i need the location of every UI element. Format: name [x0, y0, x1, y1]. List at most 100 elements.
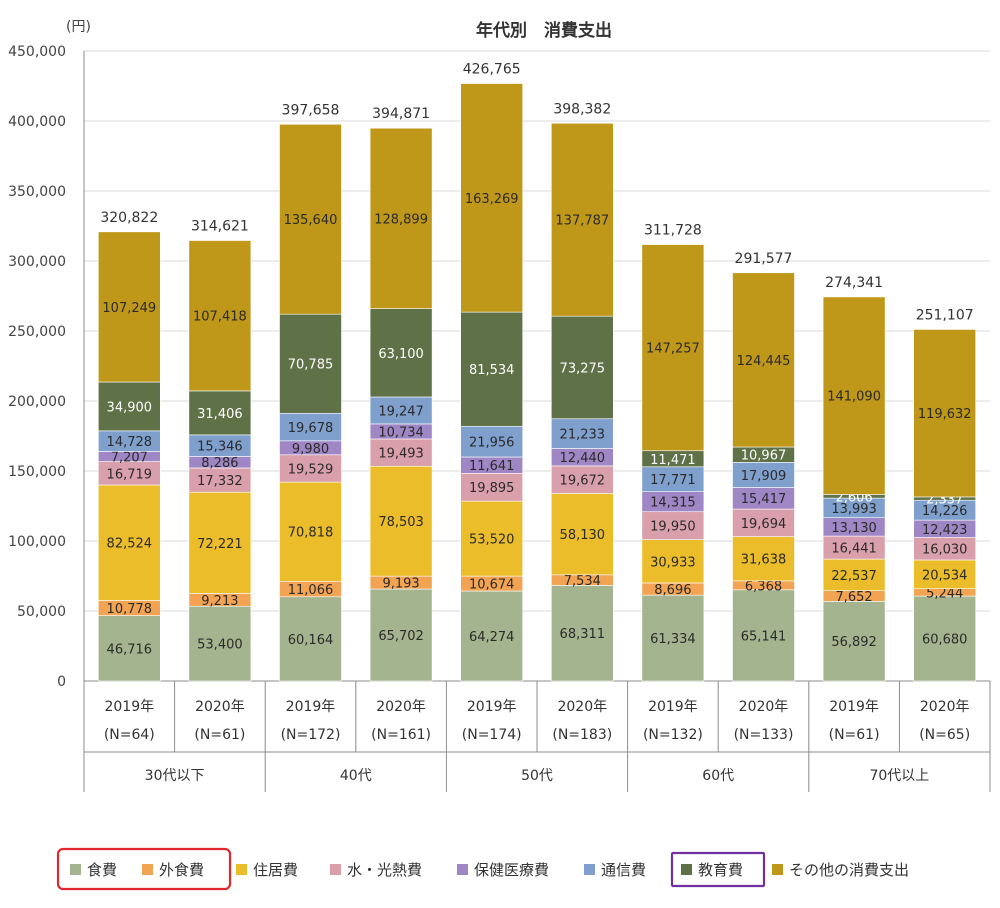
data-label: 13,993 — [831, 502, 877, 517]
data-label: 128,899 — [374, 212, 428, 227]
data-label: 135,640 — [284, 213, 338, 228]
y-tick-label: 200,000 — [8, 394, 66, 410]
bar-segment — [550, 465, 614, 494]
x-tick-label-n: (N=174) — [462, 727, 522, 743]
data-label: 65,702 — [378, 629, 424, 644]
data-label: 21,956 — [469, 436, 515, 451]
y-axis: 0 50,000 100,000 150,000 200,000 250,000 300,0… — [8, 44, 85, 690]
data-label: 82,524 — [107, 537, 153, 552]
data-label: 16,441 — [831, 542, 877, 557]
bar-segment — [732, 272, 795, 448]
bar-segment — [460, 311, 524, 427]
data-label: 17,771 — [650, 473, 696, 488]
total-label: 314,621 — [191, 219, 249, 235]
data-label: 64,274 — [469, 630, 515, 645]
data-label: 11,471 — [650, 453, 696, 468]
data-label: 22,537 — [831, 569, 877, 584]
x-group-label: 70代以上 — [869, 768, 929, 784]
data-label: 8,286 — [201, 456, 238, 471]
x-tick-label-year: 2019年 — [104, 699, 154, 715]
data-label: 19,694 — [741, 517, 787, 532]
x-tick-label-year: 2019年 — [286, 699, 336, 715]
legend-highlight-box — [56, 847, 232, 891]
data-label: 19,493 — [378, 447, 424, 462]
x-tick-label-year: 2020年 — [739, 699, 789, 715]
bar-segment — [732, 462, 795, 488]
data-label: 124,445 — [737, 354, 791, 369]
legend-swatch — [330, 864, 341, 875]
data-label: 17,909 — [741, 469, 787, 484]
legend-label: 教育費 — [698, 861, 743, 879]
data-label: 31,638 — [741, 553, 787, 568]
data-label: 5,244 — [926, 586, 963, 601]
bar-segment — [732, 536, 795, 582]
legend-swatch — [457, 864, 468, 875]
bar-segment — [369, 308, 433, 398]
bar-segment — [732, 508, 795, 537]
data-label: 16,030 — [922, 543, 968, 558]
data-label: 9,213 — [201, 594, 238, 609]
bar-segment — [98, 381, 161, 432]
x-tick-label-year: 2019年 — [467, 699, 517, 715]
y-tick-label: 300,000 — [8, 254, 66, 270]
bar-segment — [550, 585, 614, 682]
bar-segment — [913, 559, 977, 590]
x-tick-label-n: (N=64) — [104, 727, 155, 743]
total-label: 397,658 — [282, 102, 340, 118]
data-label: 17,332 — [197, 474, 243, 489]
total-label: 398,382 — [553, 101, 611, 117]
x-tick-label-n: (N=61) — [829, 727, 880, 743]
data-label: 19,247 — [378, 404, 424, 419]
data-label: 73,275 — [560, 361, 606, 376]
x-axis: 2019年 (N=64) 2020年 (N=61) 2019年 (N=172) 2020年 (… — [83, 681, 991, 792]
bar-segment — [641, 511, 705, 540]
x-tick-label-n: (N=65) — [919, 727, 970, 743]
legend-label: その他の消費支出 — [789, 861, 909, 879]
bar-segment — [98, 484, 161, 601]
data-label: 8,696 — [654, 583, 691, 598]
legend: 食費 外食費 住居費 水・光熱費 保健医療費 通信費 教育費 その他の消費支出 — [56, 847, 909, 891]
data-label: 10,778 — [107, 602, 153, 617]
bar-segment — [188, 491, 252, 594]
x-group-label: 30代以下 — [145, 768, 205, 784]
x-group-label: 40代 — [340, 768, 372, 784]
data-label: 15,417 — [741, 492, 787, 507]
bar-segment — [641, 466, 705, 492]
bar-segment — [279, 481, 342, 582]
data-label: 53,520 — [469, 533, 515, 548]
bar-segment — [188, 467, 252, 493]
data-label: 20,534 — [922, 568, 968, 583]
bar-segment — [188, 240, 252, 392]
data-label: 72,221 — [197, 537, 243, 552]
data-label: 60,164 — [288, 633, 334, 648]
total-label: 311,728 — [644, 223, 702, 239]
x-tick-label-n: (N=61) — [194, 727, 245, 743]
data-label: 137,787 — [555, 214, 609, 229]
data-label: 58,130 — [560, 528, 606, 543]
data-label: 30,933 — [650, 555, 696, 570]
bar-segment — [641, 594, 705, 682]
bar-segment — [98, 615, 161, 682]
total-label: 251,107 — [916, 307, 974, 323]
data-label: 19,895 — [469, 481, 515, 496]
data-label: 10,734 — [378, 425, 424, 440]
data-label: 14,226 — [922, 504, 968, 519]
x-tick-label-year: 2020年 — [920, 699, 970, 715]
data-label: 16,719 — [107, 467, 153, 482]
bar-segment — [822, 296, 886, 495]
data-label: 147,257 — [646, 342, 700, 357]
bar-segment — [550, 315, 614, 420]
data-label: 70,818 — [288, 526, 334, 541]
bar-segment — [279, 596, 342, 682]
bar-segment — [913, 329, 977, 498]
y-tick-label: 400,000 — [8, 114, 66, 130]
data-label: 163,269 — [465, 192, 519, 207]
x-tick-label-year: 2019年 — [648, 699, 698, 715]
bar-segment — [188, 390, 252, 436]
bar-segment — [98, 231, 161, 383]
data-label: 14,315 — [650, 496, 696, 511]
legend-label: 水・光熱費 — [347, 861, 422, 879]
x-tick-label-year: 2019年 — [829, 699, 879, 715]
